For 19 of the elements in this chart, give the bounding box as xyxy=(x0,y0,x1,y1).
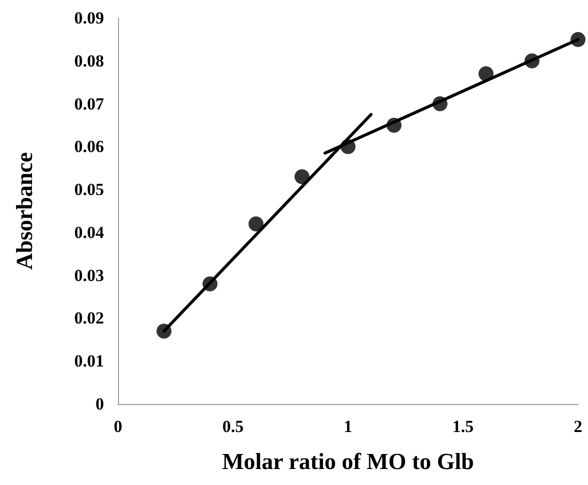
y-tick-label: 0.01 xyxy=(74,352,104,371)
x-tick-label: 1.5 xyxy=(452,417,474,436)
x-tick-label: 1 xyxy=(344,417,352,436)
x-axis-title: Molar ratio of MO to Glb xyxy=(222,449,474,474)
y-tick-label: 0.02 xyxy=(74,308,104,328)
point xyxy=(248,216,264,232)
y-tick-label: 0.03 xyxy=(74,266,104,285)
y-tick-label: 0.07 xyxy=(74,94,104,114)
y-tick-label: 0.06 xyxy=(74,137,104,156)
x-tick-label: 2 xyxy=(574,417,582,436)
y-tick-label: 0.05 xyxy=(74,180,104,200)
y-tick-label: 0.04 xyxy=(74,222,104,242)
y-tick-label: 0.08 xyxy=(74,51,104,70)
x-tick-label: 0 xyxy=(114,417,122,436)
y-tick-label: 0.09 xyxy=(74,8,104,28)
point xyxy=(294,169,310,184)
y-tick-label: 0 xyxy=(96,394,104,414)
y-axis-title: Absorbance xyxy=(12,152,37,270)
x-tick-label: 0.5 xyxy=(222,417,244,436)
